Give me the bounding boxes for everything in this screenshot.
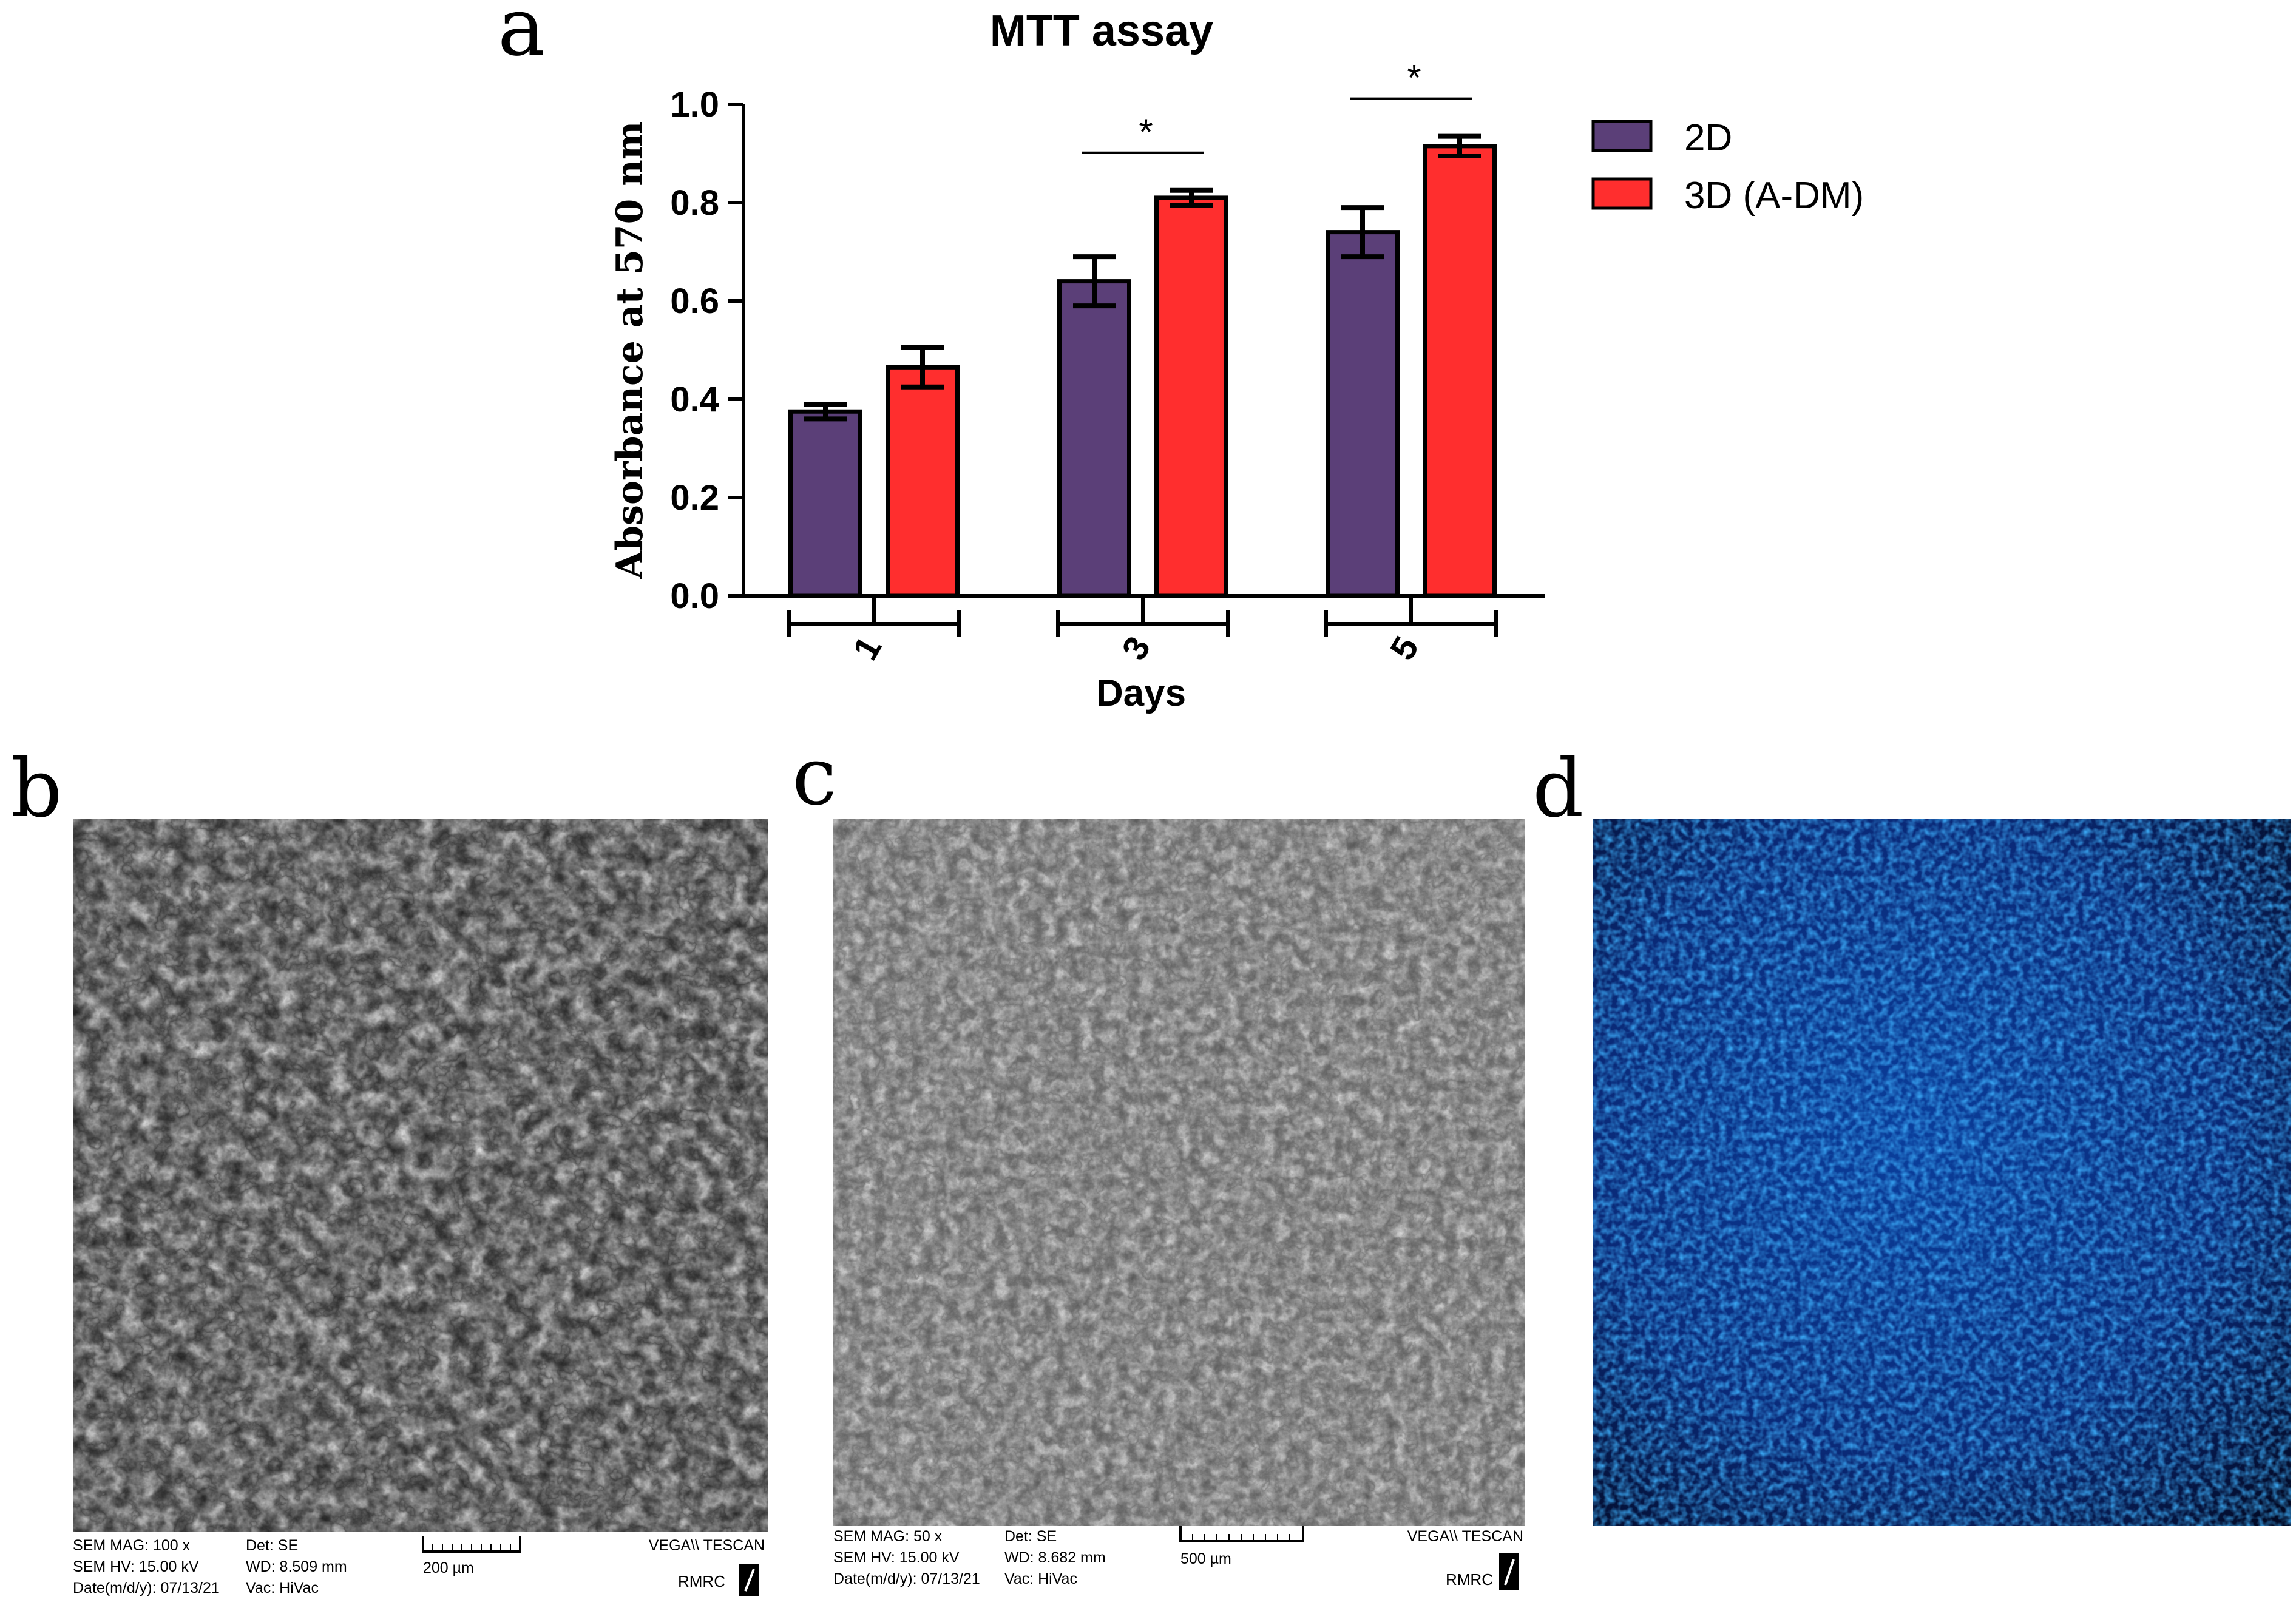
error-bar xyxy=(1438,133,1481,159)
legend-swatch-2d xyxy=(1591,120,1653,152)
sem-info-b: SEM MAG: 100 x SEM HV: 15.00 kV Date(m/d… xyxy=(73,1536,765,1596)
sem-mag-b: SEM MAG: 100 x xyxy=(73,1537,191,1554)
y-tick-label: 0.8 xyxy=(670,183,719,223)
error-bar xyxy=(804,402,847,422)
scale-label-c: 500 µm xyxy=(1180,1550,1231,1567)
lab-b: RMRC xyxy=(678,1572,725,1590)
sem-image-b xyxy=(73,819,768,1532)
sem-vac-b: Vac: HiVac xyxy=(246,1579,319,1596)
sem-hv-c: SEM HV: 15.00 kV xyxy=(833,1549,960,1566)
bar-3d-day-5 xyxy=(1423,144,1497,598)
x-tick-label: 3 xyxy=(1114,630,1158,666)
y-tick-label: 0.2 xyxy=(670,478,719,518)
panel-label-c: c xyxy=(792,730,837,823)
bar-2d-day-1 xyxy=(788,409,862,598)
chart-title: MTT assay xyxy=(990,7,1213,55)
legend-label-3d: 3D (A-DM) xyxy=(1684,175,1864,217)
y-tick-label: 1.0 xyxy=(670,85,719,124)
bar-chart: 0.0 0.2 0.4 0.6 0.8 1.0 Absorbance at 570 nm Da… xyxy=(609,58,1545,714)
y-tick-label: 0.6 xyxy=(670,282,719,321)
x-tick-label: 1 xyxy=(845,630,889,666)
sem-date-b: Date(m/d/y): 07/13/21 xyxy=(73,1579,220,1596)
x-tick-label: 5 xyxy=(1383,630,1426,666)
scale-bar-b xyxy=(422,1536,521,1553)
sem-wd-b: WD: 8.509 mm xyxy=(246,1558,347,1575)
sem-wd-c: WD: 8.682 mm xyxy=(1004,1549,1106,1566)
scale-label-b: 200 µm xyxy=(423,1559,474,1576)
sem-det-c: Det: SE xyxy=(1004,1528,1057,1545)
error-bar xyxy=(1170,187,1213,208)
legend-swatch-3d xyxy=(1591,177,1653,210)
lab-c: RMRC xyxy=(1446,1570,1493,1589)
error-bar xyxy=(901,345,944,390)
error-bar xyxy=(1341,205,1384,260)
panel-label-d: d xyxy=(1532,742,1584,836)
y-tick-label: 0.0 xyxy=(670,576,719,616)
panel-label-a: a xyxy=(498,0,546,74)
vendor-c: VEGA\\ TESCAN xyxy=(1407,1528,1523,1545)
sem-hv-b: SEM HV: 15.00 kV xyxy=(73,1558,199,1575)
legend: 2D 3D (A-DM) xyxy=(1591,117,1864,217)
sem-vac-c: Vac: HiVac xyxy=(1004,1570,1077,1587)
sem-det-b: Det: SE xyxy=(246,1537,298,1554)
sem-info-c: SEM MAG: 50 x SEM HV: 15.00 kV Date(m/d/… xyxy=(833,1526,1523,1590)
error-bar xyxy=(1073,254,1116,309)
vendor-b: VEGA\\ TESCAN xyxy=(649,1537,765,1554)
y-axis-label: Absorbance at 570 nm xyxy=(609,121,651,580)
bar-2d-day-3 xyxy=(1057,279,1131,598)
significance-star: * xyxy=(1139,112,1153,152)
panel-label-b: b xyxy=(11,742,63,836)
y-tick-label: 0.4 xyxy=(670,380,719,419)
sem-mag-c: SEM MAG: 50 x xyxy=(833,1528,943,1545)
bar-2d-day-5 xyxy=(1326,230,1400,598)
legend-label-2d: 2D xyxy=(1684,117,1732,159)
fluorescence-image-d xyxy=(1593,819,2291,1526)
significance-star: * xyxy=(1407,58,1421,98)
sem-image-c xyxy=(833,819,1525,1526)
bar-3d-day-3 xyxy=(1154,195,1228,598)
sem-date-c: Date(m/d/y): 07/13/21 xyxy=(833,1570,980,1587)
x-axis-label: Days xyxy=(1096,672,1186,714)
scale-bar-c xyxy=(1179,1526,1304,1542)
bar-3d-day-1 xyxy=(886,365,960,598)
